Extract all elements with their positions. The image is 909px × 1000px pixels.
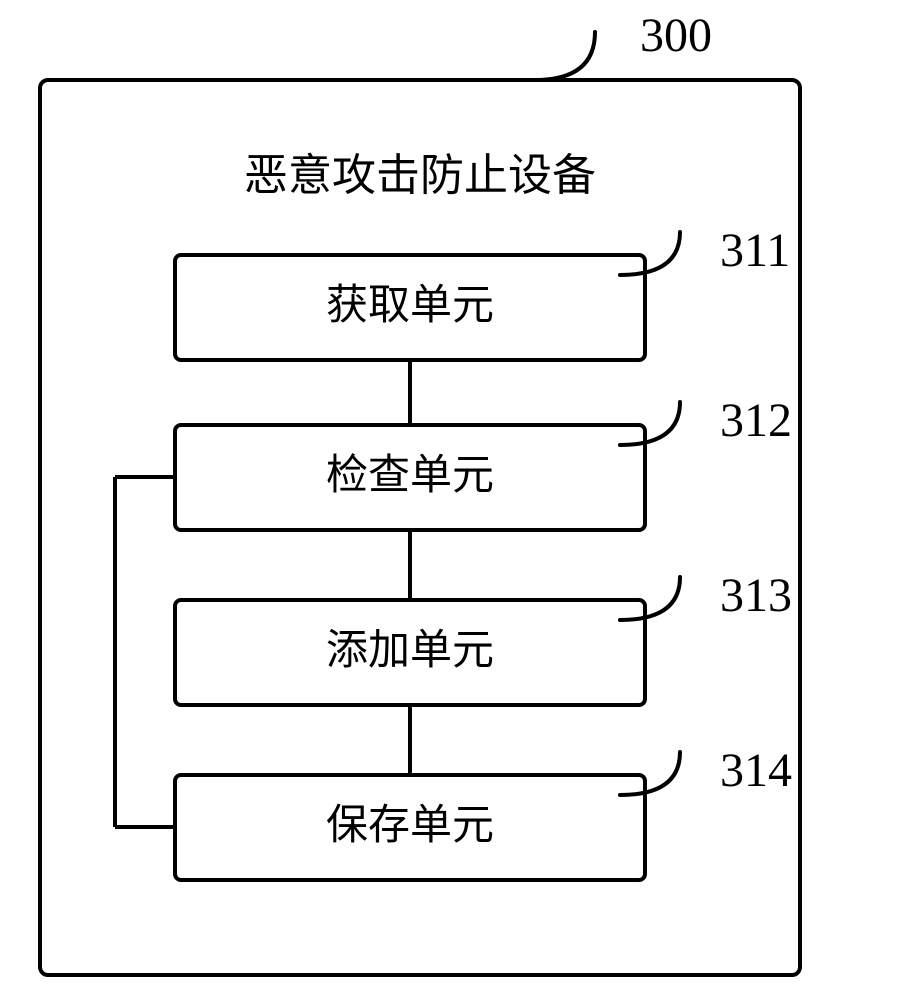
callout-label: 311	[720, 224, 790, 277]
callout-label: 312	[720, 394, 792, 447]
callout-label: 314	[720, 744, 792, 797]
diagram-canvas: 300 恶意攻击防止设备获取单元 311 检查单元 312 添加单元 313 保存单元 314	[0, 0, 909, 1000]
box-label-save: 保存单元	[326, 803, 494, 849]
box-label-add: 添加单元	[326, 628, 494, 674]
callout-label: 313	[720, 569, 792, 622]
box-label-acquire: 获取单元	[326, 283, 494, 329]
box-label-check: 检查单元	[326, 452, 494, 499]
callout-label: 300	[640, 9, 712, 62]
diagram-title: 恶意攻击防止设备	[244, 151, 596, 200]
